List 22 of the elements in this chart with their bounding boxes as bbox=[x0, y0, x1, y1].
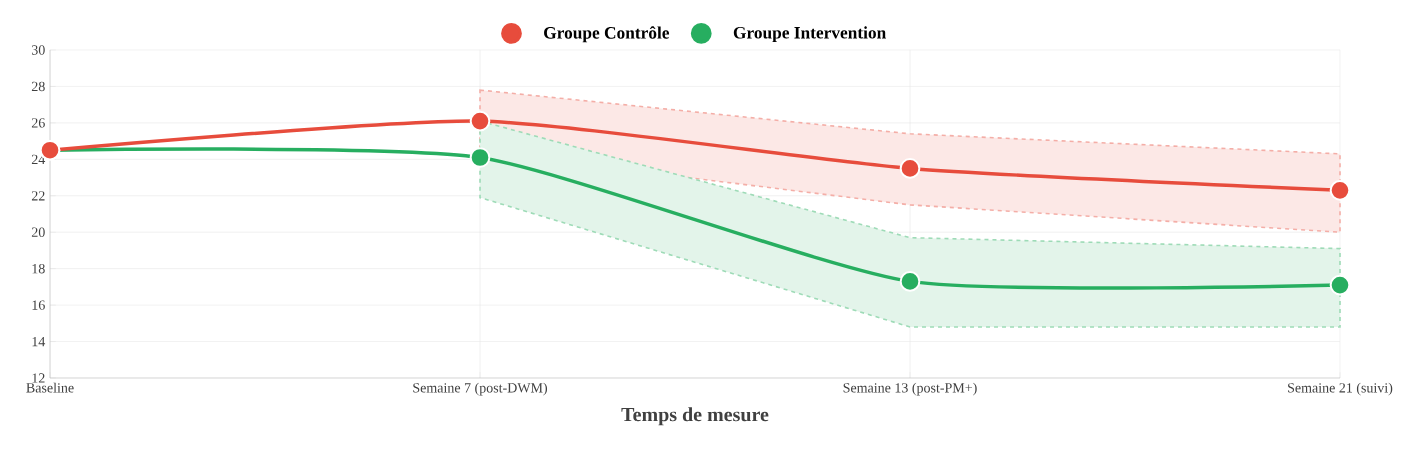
legend-label: Groupe Contrôle bbox=[544, 26, 670, 43]
y-tick-label: 30 bbox=[31, 45, 45, 55]
y-tick-label: 22 bbox=[31, 191, 45, 201]
point bbox=[469, 147, 491, 168]
y-tick-label: 26 bbox=[31, 118, 45, 128]
x-tick-label: Semaine 21 (suivi) bbox=[1288, 382, 1393, 396]
y-tick-label: 12 bbox=[32, 373, 45, 383]
x-tick-label: Semaine 13 (post-PM+) bbox=[843, 382, 977, 396]
point bbox=[1329, 179, 1351, 201]
y-tick-label: 14 bbox=[32, 336, 46, 347]
point bbox=[1329, 274, 1351, 296]
y-tick-label: 28 bbox=[31, 81, 45, 92]
x-tick-label: Baseline bbox=[26, 382, 74, 393]
y-tick-label: 20 bbox=[31, 227, 45, 237]
x-tick-label: Semaine 7 (post-DWM) bbox=[413, 382, 548, 396]
legend-label: Groupe Intervention bbox=[733, 26, 886, 43]
point bbox=[899, 271, 921, 292]
x-axis-title: Temps de mesure bbox=[621, 407, 769, 426]
point bbox=[899, 158, 921, 179]
point bbox=[469, 110, 491, 132]
y-tick-label: 18 bbox=[32, 263, 45, 274]
y-tick-label: 16 bbox=[32, 300, 45, 310]
